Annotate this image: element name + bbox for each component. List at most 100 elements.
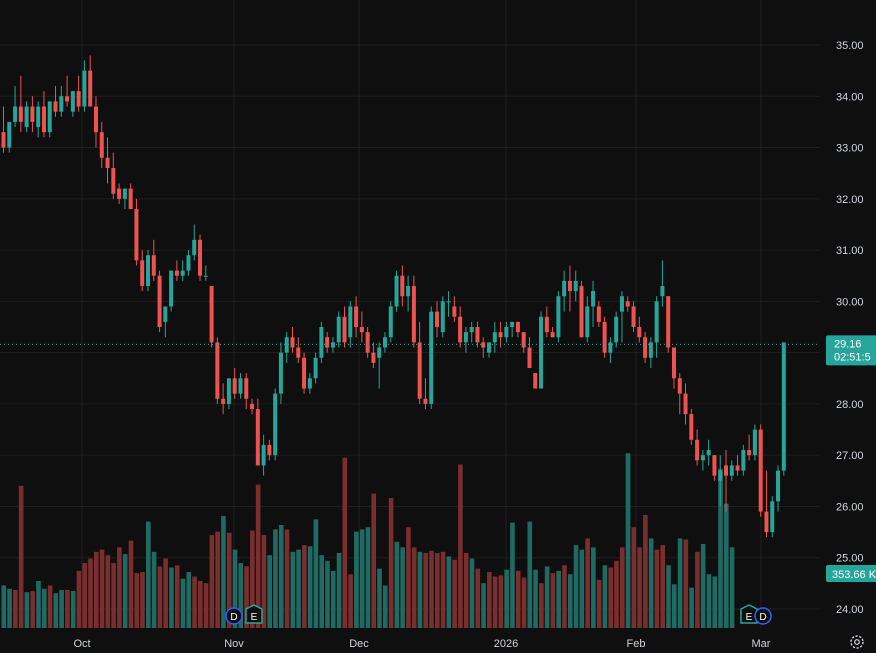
candle-body (13, 106, 18, 122)
candle-body (238, 378, 243, 394)
candle (290, 327, 295, 353)
volume-bar (510, 522, 515, 628)
candle (556, 291, 561, 343)
candle-body (198, 239, 203, 276)
candle-body (319, 327, 324, 358)
volume-bar (336, 552, 342, 628)
volume-bar (278, 524, 284, 628)
volume-bar (117, 547, 122, 628)
candle-body (446, 301, 451, 303)
candle (573, 270, 578, 302)
candle-body (776, 470, 781, 502)
x-tick-label: Nov (224, 638, 244, 650)
candle (302, 352, 307, 394)
volume-bar (232, 549, 238, 628)
y-tick-label: 25.00 (836, 553, 864, 565)
candle (423, 378, 428, 410)
candle-body (741, 450, 746, 471)
candle (752, 424, 757, 461)
candle-body (423, 398, 428, 404)
candle (596, 301, 601, 327)
candle-body (556, 296, 561, 338)
candle-body (186, 255, 191, 271)
candle-body (169, 270, 174, 307)
candle-body (232, 378, 237, 394)
candle (683, 383, 688, 425)
candle (215, 337, 220, 404)
volume-bar (475, 568, 481, 628)
candle-body (585, 306, 590, 338)
volume-bar (47, 585, 53, 628)
volume-bar (515, 570, 521, 628)
candle-body (296, 347, 301, 358)
time-axis[interactable]: Oct Nov Dec 2026 Feb Mar (73, 638, 770, 650)
candle (221, 383, 226, 415)
volume-bar (169, 567, 174, 628)
candle (406, 275, 411, 312)
candle-body (539, 316, 544, 389)
candle (250, 398, 255, 415)
candle (776, 465, 781, 512)
candle-body (608, 342, 613, 353)
volume-bar (492, 576, 498, 628)
candle-body (24, 106, 29, 128)
y-tick-label: 28.00 (836, 399, 864, 411)
volume-bar (637, 547, 642, 628)
candle-body (163, 306, 168, 322)
volume-bar (290, 551, 296, 628)
candle-body (203, 275, 208, 277)
volume-bar (59, 589, 64, 628)
candle (82, 60, 87, 112)
candle (666, 296, 671, 353)
volume-bar (82, 563, 88, 628)
candle-body (382, 337, 387, 348)
volume-bar (591, 547, 596, 628)
volume-bar (648, 538, 654, 628)
candle (417, 321, 422, 404)
volume-bar (192, 576, 197, 628)
candle (163, 306, 168, 338)
candle-body (544, 316, 549, 333)
candle-body (440, 301, 445, 333)
candle (238, 373, 243, 399)
candle (365, 327, 370, 358)
volume-bar (429, 550, 434, 628)
volume-bar (111, 563, 116, 628)
volume-bar (273, 529, 278, 628)
volume-bar (481, 583, 486, 628)
candle-body (348, 306, 353, 338)
candle (157, 270, 162, 333)
event-markers[interactable]: D E E D (225, 604, 772, 625)
volume-bar (371, 493, 377, 628)
dividend-marker[interactable]: D (754, 607, 772, 625)
candle-body (93, 106, 98, 133)
volume-bar (579, 549, 585, 628)
volume-bar (504, 569, 509, 628)
candle (487, 342, 492, 358)
candle-body (302, 357, 307, 389)
candle-body (752, 429, 757, 456)
earnings-marker[interactable]: E (245, 604, 263, 624)
gear-icon[interactable] (850, 635, 864, 649)
volume-bar (348, 574, 353, 628)
candle-body (712, 455, 717, 476)
candle-body (579, 285, 584, 338)
x-tick-label: Feb (627, 638, 646, 650)
candle-body (99, 132, 104, 158)
candle-body (781, 342, 786, 471)
candle (619, 291, 624, 343)
volume-bar (1, 585, 7, 628)
candle (770, 496, 775, 538)
candle-body (463, 332, 468, 343)
candle-body (336, 316, 341, 343)
candle-body (527, 347, 532, 369)
volume-bar (394, 541, 400, 628)
dividend-marker[interactable]: D (225, 607, 243, 625)
volume-bar (174, 565, 180, 628)
volume-bar (163, 558, 168, 628)
candle (567, 265, 572, 312)
candle (724, 450, 728, 512)
candle-body (1, 132, 6, 148)
candle-body (475, 327, 480, 343)
